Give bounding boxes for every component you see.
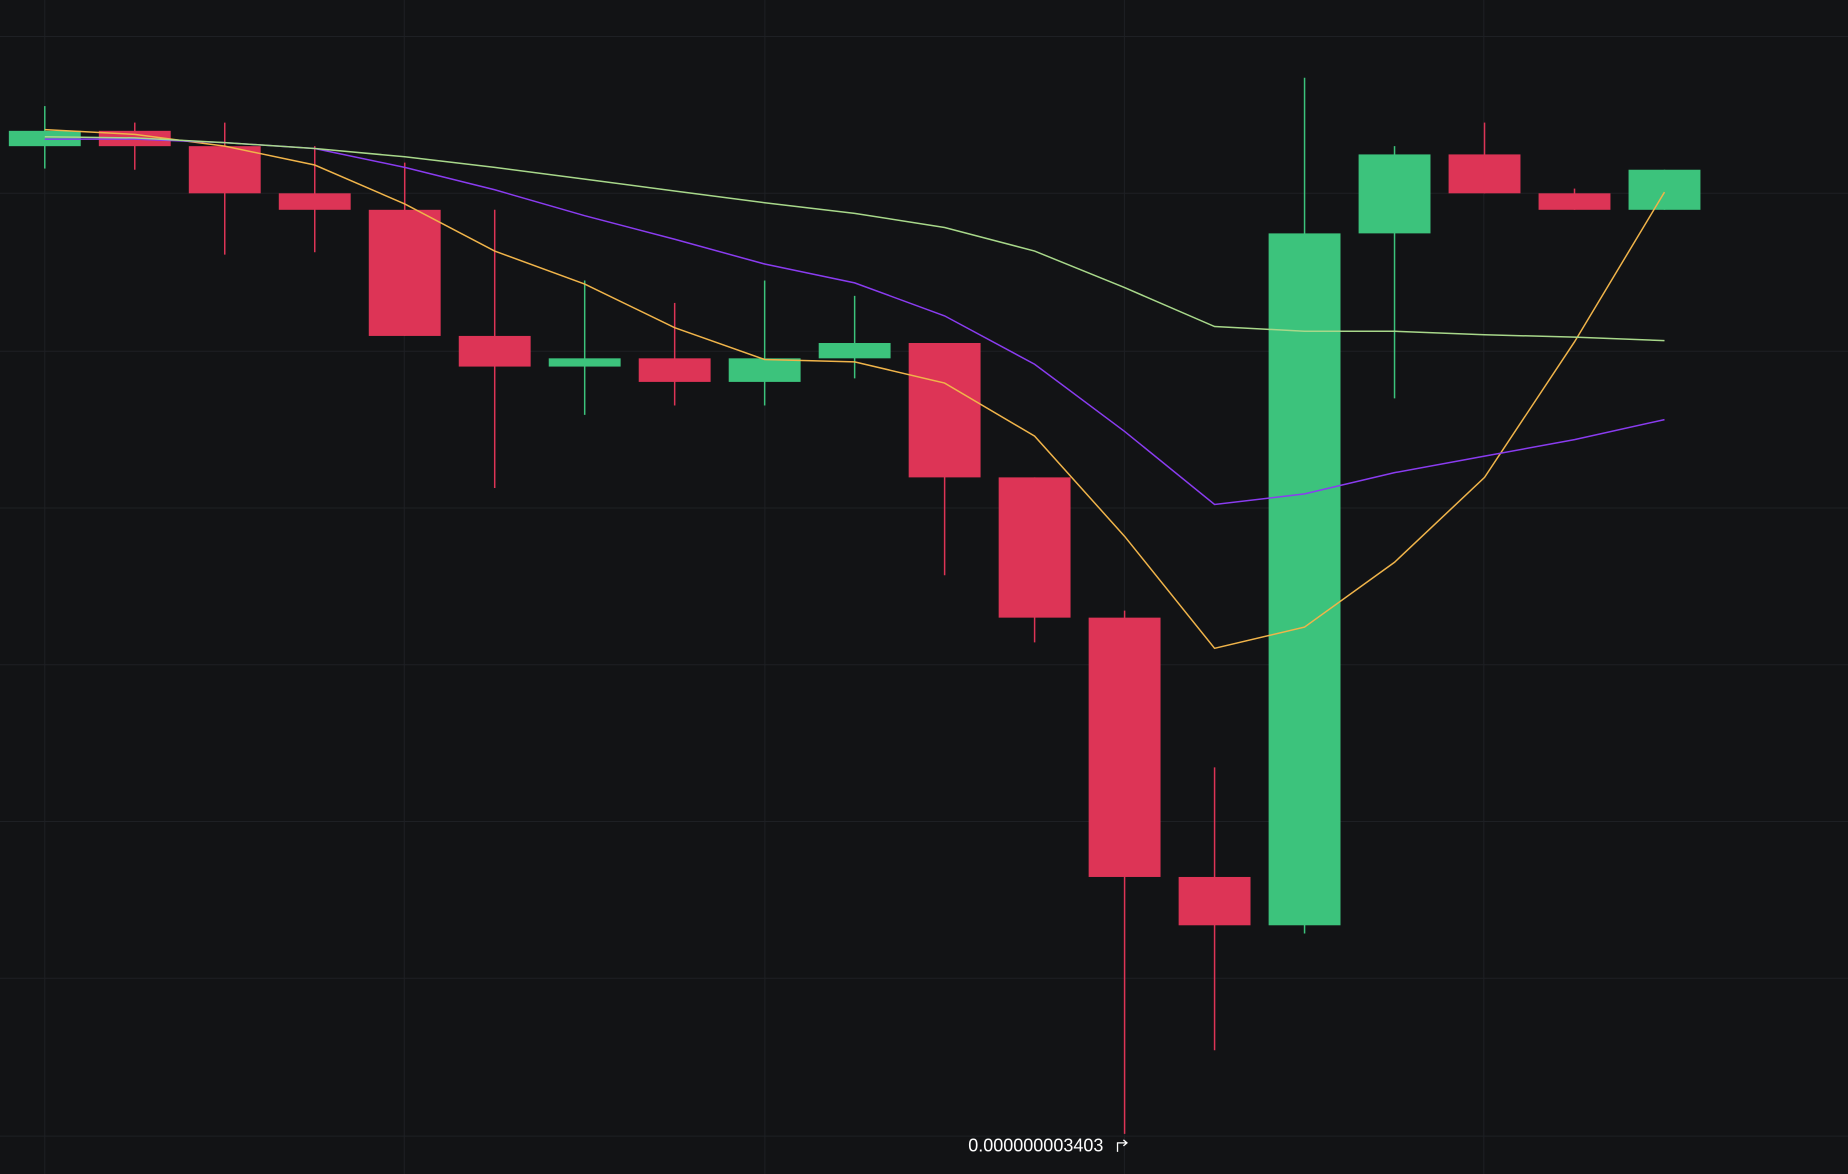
low-price-label: 0.000000003403 [968,1136,1103,1156]
candle-body [548,358,621,367]
candle-body [1358,154,1431,234]
candle-body [638,358,711,382]
candle-body [728,358,801,382]
candle-body [188,146,261,194]
candle-body [368,209,441,336]
candle-body [818,343,891,359]
candle-body [1538,193,1611,210]
candle-body [278,193,351,210]
low-price-arrow [1116,1139,1128,1152]
candle-body [458,335,531,367]
moving-average-line [44,128,1666,650]
candle-body [1088,617,1161,877]
candle-body [1268,233,1341,926]
candle-body [998,477,1071,618]
candle-body [1448,154,1521,194]
candle-body [908,343,981,478]
candle-body [1628,169,1701,210]
candle-body [1178,876,1251,926]
moving-average-line [44,135,1665,342]
